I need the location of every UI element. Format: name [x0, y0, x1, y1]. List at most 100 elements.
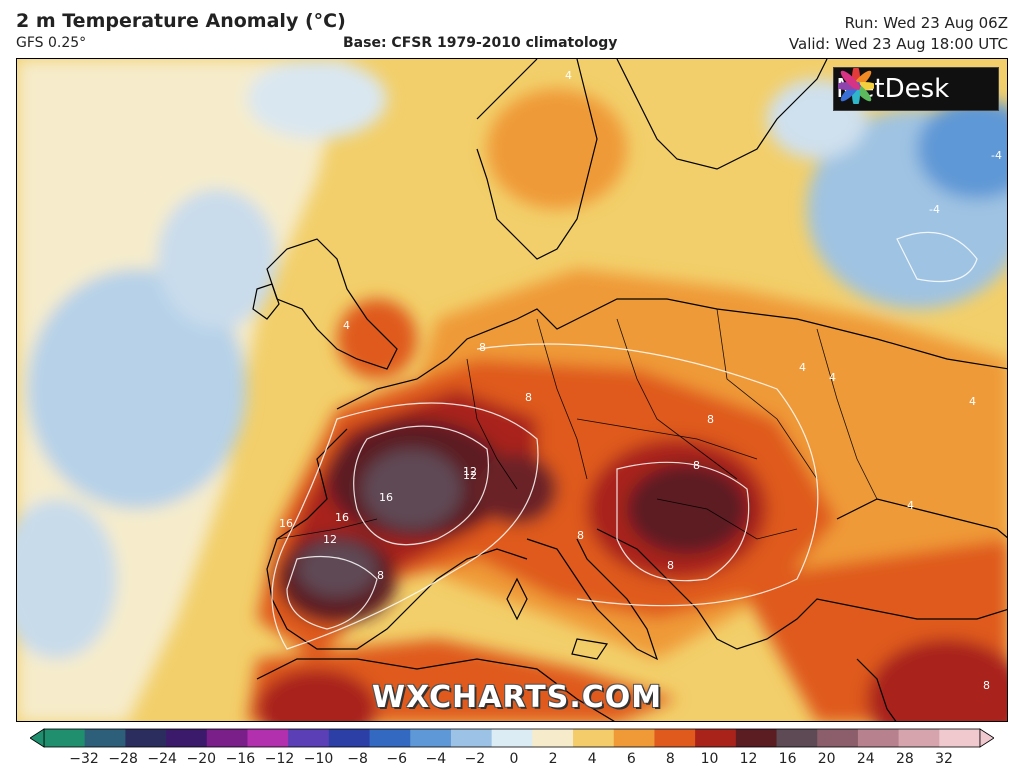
contour-label: 4	[829, 371, 836, 384]
contour-neg4	[896, 231, 978, 283]
model-label: GFS 0.25°	[16, 35, 87, 51]
colorbar-segment	[328, 729, 371, 747]
colorbar-min-arrow	[30, 728, 45, 748]
contour-12b	[286, 556, 378, 630]
colorbar-segment	[939, 729, 981, 747]
colorbar-segment	[776, 729, 818, 747]
colorbar-segment	[573, 729, 615, 747]
colorbar-segment	[288, 729, 330, 747]
colorbar-tick-label: 10	[700, 751, 719, 767]
anomaly-map[interactable]: 4 4 4 8 8 8 8 12 12 12 16 16 16 8 4 4 4 …	[16, 58, 1008, 722]
colorbar-segments	[43, 728, 981, 748]
middle-east-hot	[867, 639, 1007, 721]
colorbar-tick-label: −16	[225, 751, 256, 767]
colorbar-tick-label: −8	[347, 751, 368, 767]
contour-label: 8	[479, 341, 486, 354]
scandinavia-coast	[476, 59, 598, 260]
corsica-sardinia	[506, 577, 528, 621]
contour-label: 4	[969, 395, 976, 408]
colorbar-segment	[125, 729, 167, 747]
climatology-base-label: Base: CFSR 1979-2010 climatology	[343, 35, 618, 51]
contour-label-group: 4 4 4 8 8 8 8 12 12 12 16 16 16 8 4 4 4 …	[279, 69, 1002, 692]
colorbar-tick-label: 16	[778, 751, 797, 767]
colorbar-tick-label: −4	[425, 751, 447, 767]
run-time-label: Run: Wed 23 Aug 06Z	[844, 14, 1008, 32]
contour-label: 12	[323, 533, 337, 546]
colorbar-segment	[410, 729, 452, 747]
morocco-hot	[257, 669, 377, 721]
scandinavia-warm	[487, 89, 627, 209]
colorbar-segment	[450, 729, 493, 747]
contour-label: 8	[377, 569, 384, 582]
contour-label: 16	[335, 511, 349, 524]
contour-label: 12	[463, 465, 477, 478]
colorbar-tick-label: 8	[665, 751, 675, 767]
border-1	[466, 358, 518, 490]
colorbar-segment	[369, 729, 411, 747]
pinwheel-icon	[838, 68, 874, 104]
contour-label: 4	[907, 499, 914, 512]
colorbar-segment	[654, 729, 696, 747]
anomaly-contours	[271, 231, 978, 650]
contour-label: -4	[929, 203, 940, 216]
iberia-france-coast	[266, 428, 528, 650]
colorbar-segment	[44, 729, 86, 747]
border-3	[616, 318, 738, 480]
colorbar-segment	[491, 729, 533, 747]
colorbar-segment	[206, 729, 248, 747]
north-europe-coast	[336, 298, 1007, 410]
colorbar-tick-label: 12	[739, 751, 758, 767]
contour-8b	[616, 461, 750, 582]
iberia-extreme-core	[297, 541, 377, 597]
uk-warm	[337, 299, 417, 379]
contour-label: 4	[565, 69, 572, 82]
baltic-finland-coast	[616, 59, 828, 170]
colorbar-segment	[817, 729, 859, 747]
contour-label: 8	[693, 459, 700, 472]
border-2	[536, 318, 588, 480]
colorbar-max-arrow	[979, 728, 994, 748]
black-sea-coast	[836, 498, 1007, 539]
colorbar-tick-label: −20	[186, 751, 217, 767]
contour-label: 8	[667, 559, 674, 572]
colorbar-tick-label: −28	[108, 751, 138, 767]
contour-label: 8	[577, 529, 584, 542]
atlantic-cool-patch	[27, 269, 247, 509]
colorbar-tick-label: −2	[464, 751, 486, 767]
colorbar-tick-row: −32 −28 −24 −20 −16 −12 −10 −8 −6 −4 −2 0 2 4 6 8 10 12 16…	[0, 748, 1024, 778]
contour-4	[476, 343, 819, 607]
colorbar-tick-label: −10	[303, 751, 334, 767]
colorbar-tick-label: 20	[817, 751, 836, 767]
coastlines	[252, 59, 1007, 721]
levant-coast	[856, 658, 897, 721]
colorbar-segment	[84, 729, 126, 747]
contour-12	[353, 425, 489, 546]
contour-label: 16	[379, 491, 393, 504]
colorbar-segment	[857, 729, 900, 747]
italy-coast	[526, 538, 659, 661]
metdesk-logo: MetDesk	[833, 67, 999, 111]
atlantic-cool-patch-2	[157, 189, 277, 329]
valid-time-label: Valid: Wed 23 Aug 18:00 UTC	[788, 35, 1008, 53]
colorbar-tick-label: −24	[147, 751, 177, 767]
contour-label: 8	[525, 391, 532, 404]
colorbar-segment	[613, 729, 655, 747]
watermark-text: WXCHARTS.COM	[372, 680, 663, 715]
colorbar-tick-label: 24	[856, 751, 875, 767]
colorbar-tick-label: −32	[69, 751, 99, 767]
contour-label: 16	[279, 517, 293, 530]
france-extreme-core	[362, 449, 462, 529]
border-6	[576, 418, 758, 460]
border-8	[656, 498, 798, 540]
colorbar-tick-label: 6	[626, 751, 636, 767]
colorbar-tick-label: 0	[509, 751, 519, 767]
contour-label: 12	[463, 469, 477, 482]
chart-title: 2 m Temperature Anomaly (°C)	[16, 10, 346, 32]
colorbar-tick-label: 2	[548, 751, 558, 767]
north-cool-patch	[247, 59, 387, 139]
country-borders	[276, 308, 878, 540]
colorbar-segment	[735, 729, 778, 747]
contour-label: 4	[343, 319, 350, 332]
colorbar-segment	[166, 729, 208, 747]
ireland-coast	[252, 283, 280, 320]
